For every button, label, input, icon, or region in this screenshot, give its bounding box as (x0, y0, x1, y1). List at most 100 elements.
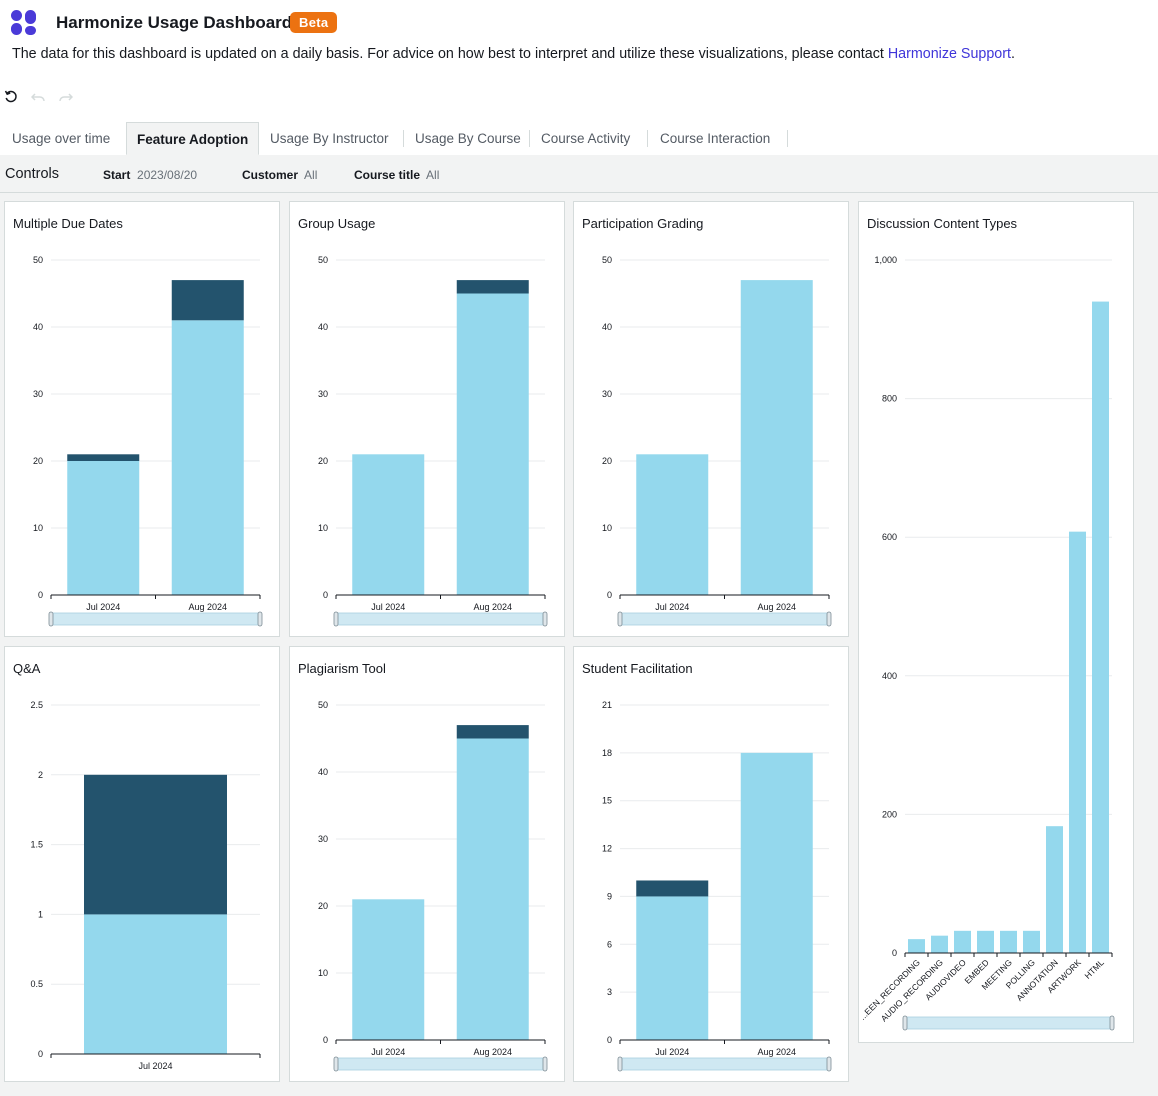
chart-svg: 0 10 20 30 40 50 Jul 2024 Aug 2024 (602, 255, 832, 627)
y-tick-label: 10 (318, 968, 328, 978)
chart-svg: 0 10 20 30 40 50 Jul 2024 Aug 2024 (318, 255, 548, 627)
tab-divider (403, 130, 404, 147)
chart-panel-group-usage[interactable]: Group Usage 0 10 20 30 40 50 Jul 2024 Aug 2024 (289, 201, 565, 637)
tab-course-activity[interactable]: Course Activity (541, 131, 631, 146)
scrollbar-handle-right (542, 611, 548, 627)
x-category-label: Aug 2024 (188, 602, 227, 612)
bar-light (740, 752, 813, 1040)
bar-light (456, 738, 529, 1040)
tab-usage-over-time[interactable]: Usage over time (12, 131, 111, 146)
bar-light (1092, 301, 1109, 953)
y-tick-label: 0 (323, 590, 328, 600)
undo-icon[interactable] (31, 91, 45, 103)
y-tick-label: 21 (602, 700, 612, 710)
bar-dark (171, 280, 244, 321)
course-title-control[interactable]: Course title All (354, 168, 439, 182)
bar-light (636, 454, 709, 595)
dashboard-header: Harmonize Usage Dashboard Beta The data … (0, 0, 1158, 82)
chart-title: Group Usage (298, 216, 376, 231)
chart-svg: 0 3 6 9 12 15 18 21 Jul 2024 Aug 2024 (602, 700, 832, 1072)
bar-dark (456, 725, 529, 739)
start-date-control[interactable]: Start 2023/08/20 (103, 168, 197, 182)
reset-icon[interactable] (4, 90, 18, 104)
y-tick-label: 30 (318, 834, 328, 844)
scrollbar-handle-left (902, 1015, 908, 1031)
y-tick-label: 10 (33, 523, 43, 533)
controls-bar: Controls Start 2023/08/20 Customer All C… (0, 155, 1158, 193)
chart-svg: 0 10 20 30 40 50 Jul 2024 Aug 2024 (33, 255, 263, 627)
scrollbar-handle-left (333, 611, 339, 627)
chart-scrollbar (50, 612, 261, 626)
y-tick-label: 20 (33, 456, 43, 466)
course-title-value: All (426, 168, 440, 182)
tab-divider (787, 130, 788, 147)
chart-panel-discussion-content-types[interactable]: Discussion Content Types 0 200 400 600 800 1,… (858, 201, 1134, 1043)
scrollbar-handle-right (826, 611, 832, 627)
x-category-label: Jul 2024 (371, 602, 405, 612)
customer-value: All (304, 168, 318, 182)
bar-light (1046, 826, 1063, 953)
y-tick-label: 0 (38, 1049, 43, 1059)
x-category-label: Jul 2024 (138, 1061, 172, 1071)
chart-panel-student-facilitation[interactable]: Student Facilitation 0 3 6 9 12 15 18 21 Jul 202… (573, 646, 849, 1082)
bar-light (171, 320, 244, 595)
bar-light (1023, 930, 1040, 953)
description-end: . (1010, 46, 1015, 62)
chart-scrollbar (335, 1057, 546, 1071)
bar-light (954, 930, 971, 953)
chart-title: Discussion Content Types (867, 216, 1018, 231)
chart-title: Plagiarism Tool (298, 661, 386, 676)
y-tick-label: 40 (318, 767, 328, 777)
scrollbar-handle-right (542, 1056, 548, 1072)
chart-panel-plagiarism-tool[interactable]: Plagiarism Tool 0 10 20 30 40 50 Jul 2024 Aug 2… (289, 646, 565, 1082)
support-link[interactable]: Harmonize Support (887, 46, 1011, 62)
chart-panel-multiple-due-dates[interactable]: Multiple Due Dates 0 10 20 30 40 50 Jul 2024 Au… (4, 201, 280, 637)
y-tick-label: 20 (602, 456, 612, 466)
y-tick-label: 18 (602, 748, 612, 758)
y-tick-label: 0 (892, 948, 897, 958)
course-title-label: Course title (354, 168, 421, 182)
chart-panel-participation-grading[interactable]: Participation Grading 0 10 20 30 40 50 Jul 202… (573, 201, 849, 637)
x-category-label: Aug 2024 (757, 602, 796, 612)
y-tick-label: 9 (607, 891, 612, 901)
tab-course-interaction[interactable]: Course Interaction (660, 131, 771, 146)
chart-title: Q&A (13, 661, 41, 676)
dashboard-title: Harmonize Usage Dashboard (56, 13, 293, 32)
y-tick-label: 0.5 (30, 979, 43, 989)
y-tick-label: 40 (602, 322, 612, 332)
chart-scrollbar (619, 1057, 830, 1071)
scrollbar-handle-left (333, 1056, 339, 1072)
customer-control[interactable]: Customer All (242, 168, 317, 182)
chart-panel-qa[interactable]: Q&A 0 0.5 1 1.5 2 2.5 Jul 2024 (4, 646, 280, 1082)
y-tick-label: 12 (602, 844, 612, 854)
tab-usage-by-course[interactable]: Usage By Course (415, 131, 521, 146)
y-tick-label: 0 (607, 1035, 612, 1045)
scrollbar-handle-left (617, 611, 623, 627)
y-tick-label: 2.5 (30, 700, 43, 710)
chart-title: Participation Grading (582, 216, 704, 231)
bar-light (84, 914, 227, 1054)
scrollbar-handle-right (826, 1056, 832, 1072)
chart-scrollbar (619, 612, 830, 626)
beta-badge: Beta (290, 12, 338, 33)
x-category-label: Jul 2024 (655, 602, 689, 612)
bar-light (1000, 930, 1017, 953)
y-tick-label: 20 (318, 456, 328, 466)
scrollbar-handle-left (48, 611, 54, 627)
y-tick-label: 10 (602, 523, 612, 533)
tab-divider (647, 130, 648, 147)
y-tick-label: 1 (38, 909, 43, 919)
redo-icon[interactable] (59, 91, 73, 103)
bar-dark (84, 774, 227, 915)
bar-dark (456, 280, 529, 294)
y-tick-label: 600 (882, 532, 897, 542)
x-category-label: Jul 2024 (371, 1047, 405, 1057)
y-tick-label: 50 (318, 255, 328, 265)
tab-feature-adoption[interactable]: Feature Adoption (126, 122, 259, 155)
harmonize-logo-icon (11, 10, 36, 35)
tab-usage-by-instructor[interactable]: Usage By Instructor (270, 131, 389, 146)
bar-light (456, 293, 529, 595)
bar-light (977, 930, 994, 953)
chart-title: Multiple Due Dates (13, 216, 123, 231)
y-tick-label: 0 (38, 590, 43, 600)
